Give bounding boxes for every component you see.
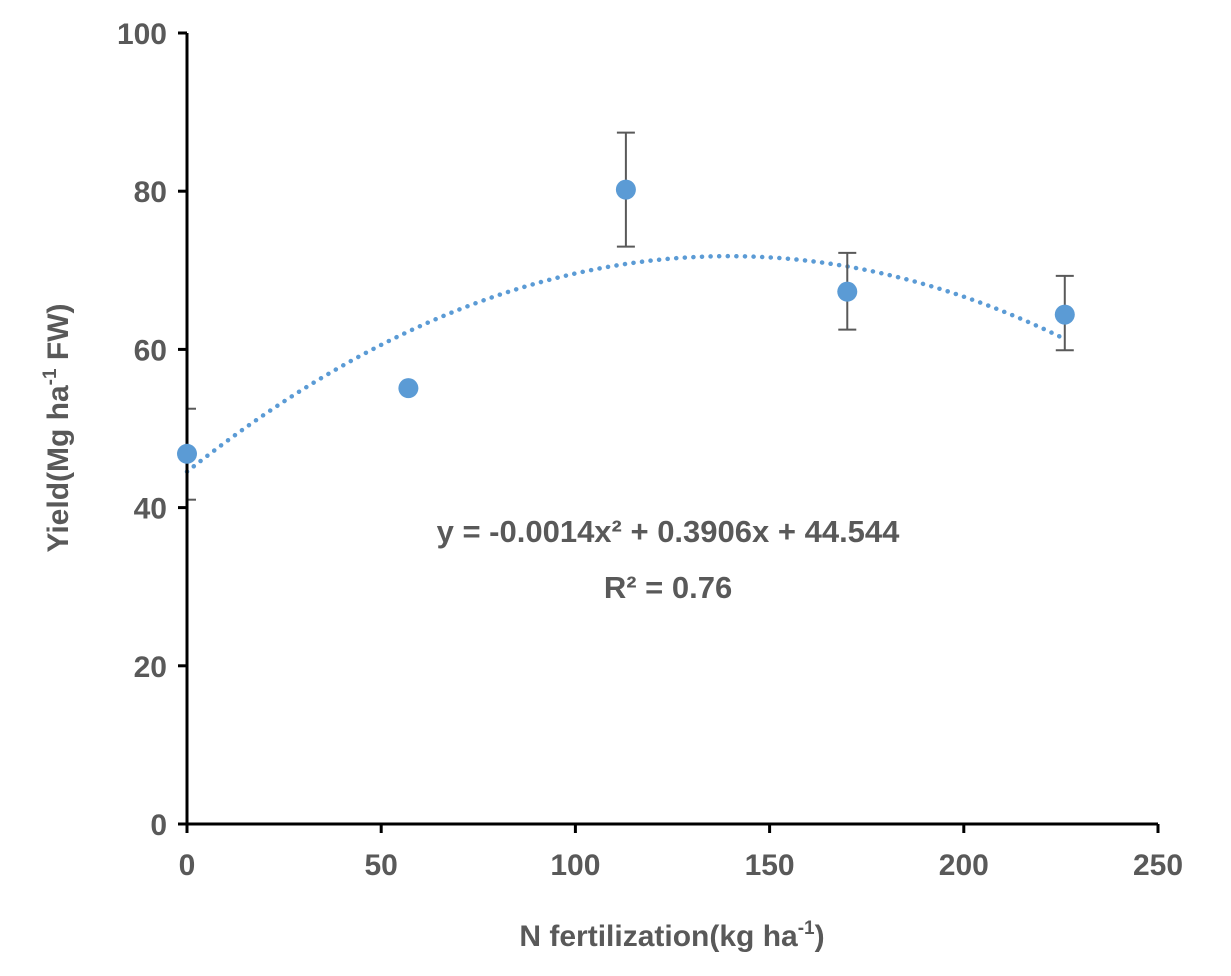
trendline <box>184 253 1068 474</box>
y-tick-label: 60 <box>134 334 167 367</box>
data-point <box>615 179 636 200</box>
x-tick-label: 150 <box>745 849 795 882</box>
data-point <box>398 378 419 399</box>
y-tick-label: 20 <box>134 651 167 684</box>
x-tick-label: 0 <box>179 849 196 882</box>
r-squared-label: R² = 0.76 <box>604 570 732 605</box>
y-tick-label: 40 <box>134 493 167 526</box>
x-axis-title: N fertilization(kg ha-1) <box>519 918 824 953</box>
y-tick-label: 100 <box>117 18 167 51</box>
x-tick-label: 100 <box>550 849 600 882</box>
x-tick-label: 200 <box>939 849 989 882</box>
y-axis-title: Yield(Mg ha-1 FW) <box>40 303 75 552</box>
data-point <box>837 281 858 302</box>
x-tick-label: 50 <box>365 849 398 882</box>
data-point <box>1054 304 1075 325</box>
y-tick-label: 0 <box>150 809 167 842</box>
x-tick-label: 250 <box>1133 849 1183 882</box>
trendline-equation: y = -0.0014x² + 0.3906x + 44.544 <box>437 514 901 549</box>
y-tick-label: 80 <box>134 176 167 209</box>
data-point <box>177 443 197 464</box>
